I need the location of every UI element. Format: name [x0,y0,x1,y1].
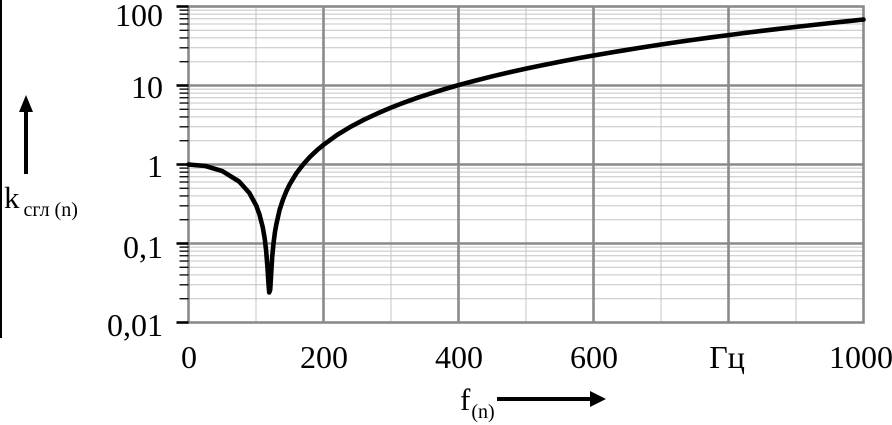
x-tick-label-400: 400 [435,339,483,375]
y-tick-label-100: 100 [115,0,163,33]
x-tick-label-600: 600 [570,339,618,375]
x-axis-title: f(n) [460,384,495,425]
figure-frame-line [0,0,2,338]
x-axis-symbol: f [460,382,471,417]
y-tick-label-0.01: 0,01 [107,307,163,343]
y-tick-label-0.1: 0,1 [123,229,163,265]
y-axis-title: k сгл (n) [4,182,78,226]
x-tick-label-1000: 1000 [829,339,892,375]
y-axis-symbol: k [4,180,20,215]
arrow-head [590,391,606,407]
arrow-head [19,95,33,112]
series-curve [186,17,866,295]
x-tick-label-0: 0 [181,339,197,375]
y-tick-label-10: 10 [131,69,163,105]
arrow-shaft [24,110,28,174]
y-tick-label-1: 1 [147,148,163,184]
x-unit-label-hz: Гц [709,339,745,375]
y-axis-subscript: сгл (n) [23,199,78,221]
x-axis-subscript: (n) [471,401,495,423]
arrow-shaft [497,397,592,401]
x-tick-label-200: 200 [300,339,348,375]
